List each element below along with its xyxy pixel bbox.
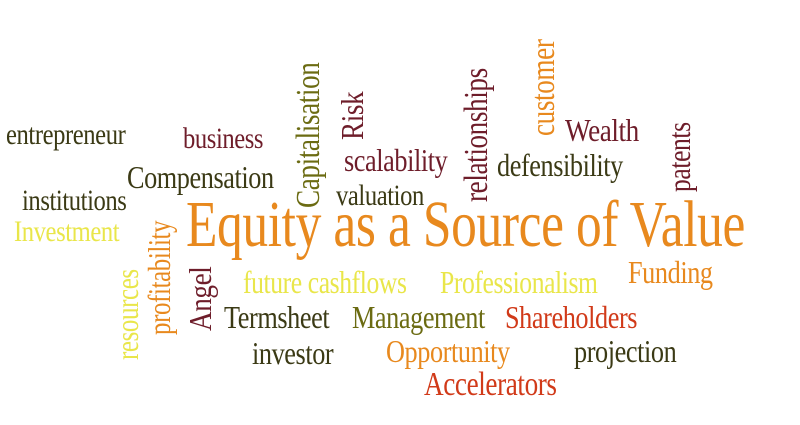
word-angel: Angel	[182, 266, 218, 331]
word-business: business	[183, 122, 264, 155]
word-investment: Investment	[14, 215, 120, 248]
word-profitability: profitability	[141, 220, 177, 335]
word-resources: resources	[109, 269, 145, 360]
word-projection: projection	[574, 333, 677, 369]
word-termsheet: Termsheet	[224, 299, 330, 335]
word-scalability: scalability	[344, 142, 448, 178]
word-accelerators: Accelerators	[424, 366, 557, 403]
word-entrepreneur: entrepreneur	[6, 118, 126, 151]
word-equity-as-a-source-of-value: Equity as a Source of Value	[186, 188, 745, 261]
word-institutions: institutions	[22, 184, 127, 217]
word-funding: Funding	[628, 254, 713, 290]
word-investor: investor	[252, 335, 334, 371]
word-wealth: Wealth	[565, 112, 639, 148]
word-relationships: relationships	[458, 68, 495, 202]
word-patents: patents	[661, 122, 697, 192]
word-compensation: Compensation	[127, 159, 274, 195]
word-risk: Risk	[334, 91, 370, 140]
word-professionalism: Professionalism	[440, 264, 598, 300]
word-defensibility: defensibility	[497, 147, 623, 183]
word-capitalisation: Capitalisation	[290, 62, 327, 208]
word-shareholders: Shareholders	[505, 299, 638, 335]
word-future-cashflows: future cashflows	[243, 264, 407, 300]
word-opportunity: Opportunity	[386, 333, 510, 369]
word-customer: customer	[525, 39, 562, 136]
word-management: Management	[352, 299, 485, 335]
word-valuation: valuation	[336, 179, 424, 212]
